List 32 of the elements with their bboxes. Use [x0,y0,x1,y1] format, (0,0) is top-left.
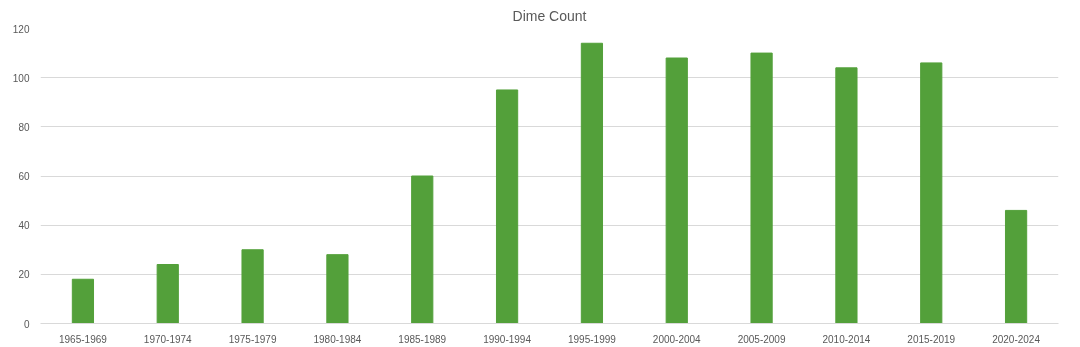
y-tick-label: 20 [18,269,30,281]
x-tick-label: 2015-2019 [907,333,956,345]
bar [665,57,688,324]
x-tick-label: 2005-2009 [737,333,786,345]
x-tick-label: 2010-2014 [822,333,871,345]
x-tick-label: 2020-2024 [992,333,1041,345]
bar [835,67,858,324]
y-tick-label: 80 [18,121,30,133]
x-tick-label: 1995-1999 [568,333,617,345]
x-tick-label: 1980-1984 [313,333,362,345]
bar [411,175,434,324]
bar [495,89,519,324]
chart-title: Dime Count [512,7,587,24]
bar [920,62,943,324]
bar [750,52,773,324]
x-tick-label: 1965-1969 [59,333,108,345]
y-tick-label: 120 [12,23,30,35]
bar [156,264,179,324]
bar [241,249,264,324]
x-tick-label: 2000-2004 [652,333,702,345]
y-tick-label: 60 [18,171,30,182]
x-tick-label: 1975-1979 [228,333,277,345]
y-tick-label: 40 [18,220,30,232]
bar [326,254,349,324]
y-tick-label: 0 [23,318,30,330]
x-tick-label: 1970-1974 [143,333,193,345]
bar [580,42,604,324]
x-tick-label: 1990-1994 [483,333,532,345]
y-tick-label: 100 [12,72,30,84]
bar [1004,209,1028,324]
x-tick-label: 1985-1989 [398,333,447,345]
bar [71,278,95,324]
